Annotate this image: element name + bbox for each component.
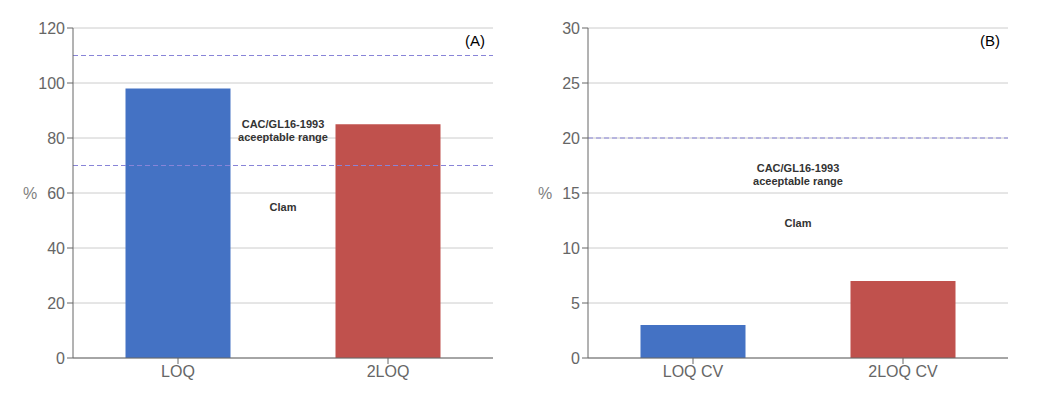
svg-text:120: 120 xyxy=(38,20,65,37)
svg-text:25: 25 xyxy=(562,75,580,92)
svg-text:2LOQ: 2LOQ xyxy=(367,363,410,380)
svg-text:2LOQ CV: 2LOQ CV xyxy=(868,363,938,380)
svg-text:80: 80 xyxy=(47,130,65,147)
svg-text:60: 60 xyxy=(47,185,65,202)
svg-text:%: % xyxy=(538,185,552,202)
svg-text:100: 100 xyxy=(38,75,65,92)
svg-text:Clam: Clam xyxy=(785,217,812,229)
html-text:(B): (B) xyxy=(980,32,1000,49)
svg-text:5: 5 xyxy=(571,295,580,312)
svg-text:20: 20 xyxy=(47,295,65,312)
svg-text:%: % xyxy=(23,185,37,202)
svg-text:30: 30 xyxy=(562,20,580,37)
svg-text:LOQ: LOQ xyxy=(161,363,195,380)
svg-text:40: 40 xyxy=(47,240,65,257)
svg-text:15: 15 xyxy=(562,185,580,202)
html-text:(A): (A) xyxy=(465,32,485,49)
svg-text:LOQ CV: LOQ CV xyxy=(663,363,724,380)
svg-text:0: 0 xyxy=(571,350,580,367)
svg-text:CAC/GL16-1993aceeptable range: CAC/GL16-1993aceeptable range xyxy=(753,162,843,187)
svg-text:0: 0 xyxy=(56,350,65,367)
svg-text:Clam: Clam xyxy=(270,201,297,213)
svg-text:CAC/GL16-1993aceeptable range: CAC/GL16-1993aceeptable range xyxy=(238,118,328,143)
svg-text:10: 10 xyxy=(562,240,580,257)
svg-text:20: 20 xyxy=(562,130,580,147)
